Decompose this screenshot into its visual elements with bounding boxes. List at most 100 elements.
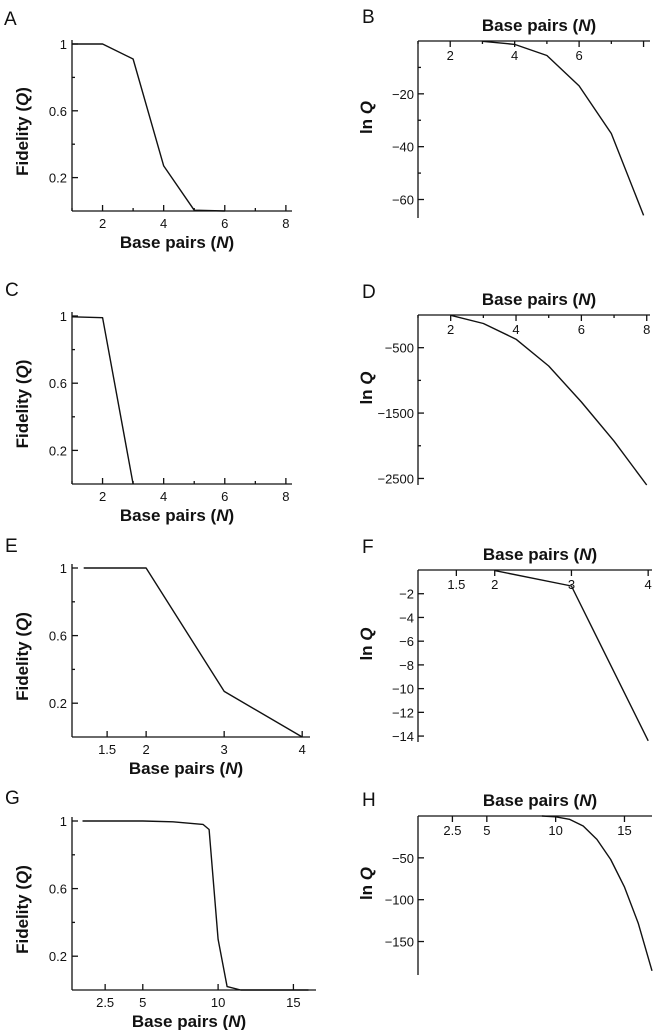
x-tick-label: 2 [491, 577, 498, 592]
axis-title-symbol: N [578, 16, 591, 35]
x-tick-label: 4 [512, 322, 519, 337]
x-tick-label: 2 [99, 489, 106, 504]
axis-title-symbol: Q [357, 867, 376, 880]
panel-e: E 1.5 2 3 4 1 0.6 0.2 Base pairs (N) Fidelity (Q) [5, 536, 310, 778]
x-axis-title: Base pairs (N) [483, 791, 597, 810]
panel-letter-c: C [5, 280, 19, 301]
y-tick-label: −20 [392, 87, 414, 102]
panel-letter-a: A [4, 9, 17, 30]
x-tick-label: 5 [483, 823, 490, 838]
y-tick-label: 1 [60, 561, 67, 576]
y-tick-label: −500 [385, 341, 414, 356]
y-tick-label: −8 [399, 658, 414, 673]
y-axis-title: Fidelity (Q) [13, 87, 32, 176]
panel-letter-g: G [5, 788, 20, 809]
axis-title-symbol: N [579, 545, 592, 564]
series-line-e [83, 567, 303, 738]
panel-letter-e: E [5, 536, 18, 557]
x-tick-label: 6 [221, 216, 228, 231]
axis-title-symbol: Q [13, 365, 32, 378]
panel-g: G 2.5 5 10 15 1 0.6 0.2 Base pairs (N) Fidelity (… [5, 788, 316, 1030]
series-line-c [71, 316, 134, 485]
x-tick-label: 2 [447, 322, 454, 337]
axis-title-symbol: Q [13, 871, 32, 884]
y-tick-label: 0.2 [49, 696, 67, 711]
y-tick-label: 1 [60, 309, 67, 324]
y-tick-label: 0.6 [49, 629, 67, 644]
axis-title-symbol: N [579, 791, 592, 810]
y-tick-label: −2 [399, 587, 414, 602]
x-axis-title: Base pairs (N) [129, 759, 243, 778]
x-axis-title: Base pairs (N) [120, 233, 234, 252]
panel-b: B 2 4 6 −20 −40 −60 Base pairs (N) ln Q [357, 7, 650, 218]
y-tick-label: −12 [392, 705, 414, 720]
panel-letter-d: D [362, 282, 376, 303]
y-tick-label: −150 [385, 935, 414, 950]
x-tick-label: 3 [568, 577, 575, 592]
axis-title-symbol: N [216, 506, 229, 525]
x-tick-label: 4 [299, 742, 306, 757]
series-line-a [72, 43, 225, 212]
axis-title-symbol: N [578, 290, 591, 309]
y-tick-label: −2500 [377, 471, 414, 486]
series-line-h [541, 815, 653, 971]
x-tick-label: 6 [221, 489, 228, 504]
axis-title-symbol: Q [357, 101, 376, 114]
y-axis-title: Fidelity (Q) [13, 360, 32, 449]
x-tick-label: 8 [643, 322, 650, 337]
x-tick-label: 2 [447, 48, 454, 63]
y-axis-title: ln Q [357, 627, 376, 660]
x-tick-label: 2 [143, 742, 150, 757]
x-tick-label: 2 [99, 216, 106, 231]
series-line-d [450, 314, 648, 486]
y-axis-title: ln Q [357, 867, 376, 900]
x-tick-label: 1.5 [447, 577, 465, 592]
panel-h: H 2.5 5 10 15 −50 −100 −150 Base pairs (N) ln Q [357, 790, 653, 975]
panel-f: F 1.5 2 3 4 −2 −4 −6 −8 −10 −12 −14 Base pairs (N) ln… [357, 537, 652, 744]
axis-title-symbol: Q [13, 618, 32, 631]
x-tick-label: 8 [282, 489, 289, 504]
y-tick-label: −50 [392, 851, 414, 866]
y-tick-label: −10 [392, 682, 414, 697]
x-tick-label: 4 [160, 216, 167, 231]
series-line-f [494, 569, 649, 742]
y-tick-label: −4 [399, 610, 414, 625]
y-tick-label: 1 [60, 814, 67, 829]
x-tick-label: 5 [139, 995, 146, 1010]
y-tick-label: −60 [392, 193, 414, 208]
x-tick-label: 10 [548, 823, 562, 838]
y-axis-title: Fidelity (Q) [13, 865, 32, 954]
panel-c: C 2 4 6 8 1 0.6 0.2 Base pairs (N) Fidelity (Q) [5, 280, 292, 525]
panel-d: D 2 4 6 8 −500 −1500 −2500 Base pairs (N) ln Q [357, 282, 650, 486]
axis-title-symbol: Q [357, 627, 376, 640]
x-tick-label: 4 [511, 48, 518, 63]
y-tick-label: 0.6 [49, 376, 67, 391]
series-line-g [82, 820, 309, 991]
y-tick-label: 0.6 [49, 104, 67, 119]
x-tick-label: 15 [286, 995, 300, 1010]
x-axis-title: Base pairs (N) [482, 290, 596, 309]
y-tick-label: −100 [385, 893, 414, 908]
x-axis-title: Base pairs (N) [120, 506, 234, 525]
x-tick-label: 6 [578, 322, 585, 337]
y-axis-title: Fidelity (Q) [13, 612, 32, 701]
y-tick-label: −14 [392, 729, 414, 744]
axis-title-symbol: N [225, 759, 238, 778]
x-tick-label: 4 [160, 489, 167, 504]
y-axis-title: ln Q [357, 101, 376, 134]
x-tick-label: 15 [617, 823, 631, 838]
x-tick-label: 10 [211, 995, 225, 1010]
x-tick-label: 2.5 [443, 823, 461, 838]
x-axis-title: Base pairs (N) [482, 16, 596, 35]
axis-title-symbol: Q [13, 93, 32, 106]
x-axis-title: Base pairs (N) [132, 1012, 246, 1030]
x-tick-label: 3 [221, 742, 228, 757]
x-tick-label: 4 [645, 577, 652, 592]
x-tick-label: 6 [575, 48, 582, 63]
y-tick-label: 0.6 [49, 882, 67, 897]
panel-a: A 2 4 6 8 1 0.6 0.2 Base pairs (N) Fidelity (Q) [4, 9, 292, 252]
y-tick-label: 1 [60, 37, 67, 52]
y-axis-title: ln Q [357, 371, 376, 404]
axis-title-symbol: N [228, 1012, 241, 1030]
